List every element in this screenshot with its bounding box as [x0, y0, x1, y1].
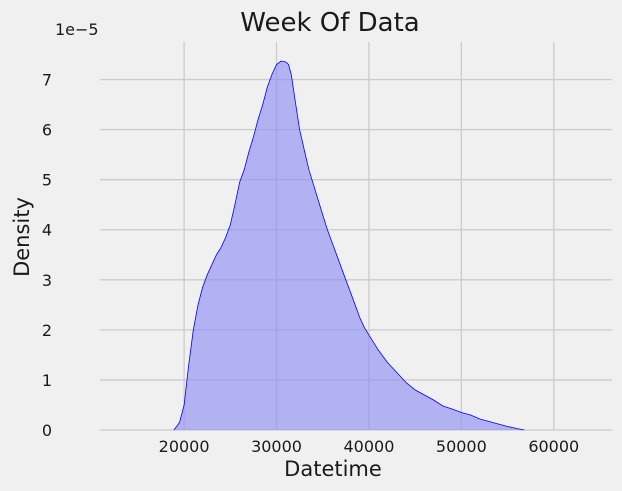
density-fill [173, 61, 525, 430]
x-tick-label: 40000 [343, 437, 394, 456]
y-tick-label: 7 [42, 71, 52, 90]
x-tick-label: 60000 [528, 437, 579, 456]
y-tick-label: 1 [42, 371, 52, 390]
x-tick-label: 50000 [436, 437, 487, 456]
x-tick-label: 20000 [159, 437, 210, 456]
y-tick-label: 3 [42, 271, 52, 290]
x-tick-labels: 20000 30000 40000 50000 60000 [159, 437, 580, 456]
x-tick-label: 30000 [251, 437, 302, 456]
y-axis-label: Density [10, 197, 34, 277]
y-tick-label: 0 [42, 421, 52, 440]
y-tick-label: 2 [42, 321, 52, 340]
y-tick-label: 6 [42, 121, 52, 140]
density-area-layer [173, 60, 525, 431]
y-tick-label: 4 [42, 221, 52, 240]
density-line [173, 60, 525, 431]
y-tick-label: 5 [42, 171, 52, 190]
y-axis-offset-label: 1e−5 [55, 20, 99, 39]
x-axis-label: Datetime [284, 457, 382, 481]
chart-title: Week Of Data [240, 8, 419, 38]
y-tick-labels: 0 1 2 3 4 5 6 7 [42, 71, 52, 440]
